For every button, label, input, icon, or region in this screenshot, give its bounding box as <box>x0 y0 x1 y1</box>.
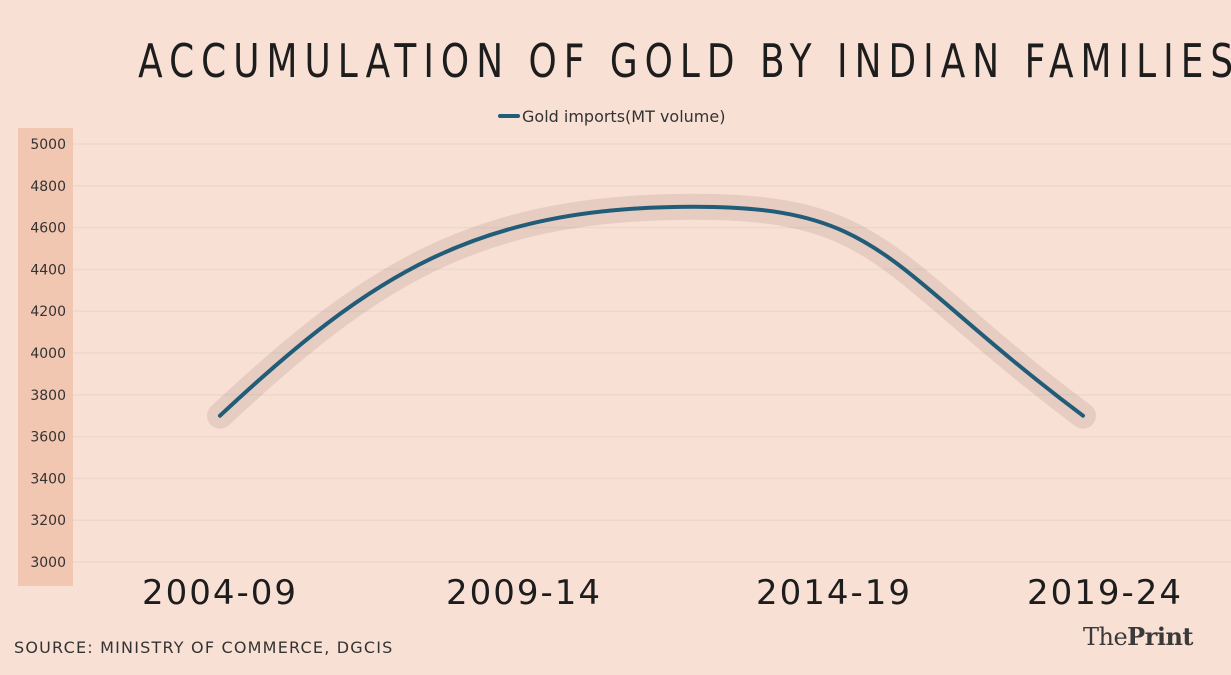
legend-label: Gold imports(MT volume) <box>522 106 726 126</box>
x-tick-label: 2014-19 <box>756 573 912 613</box>
x-tick-label: 2019-24 <box>1027 573 1183 613</box>
brand-logo[interactable]: The Print <box>1082 622 1194 651</box>
y-axis-band <box>18 128 73 586</box>
y-tick-label: 4800 <box>30 179 66 195</box>
brand-the: The <box>1082 623 1128 651</box>
series-line-gold-imports[interactable] <box>218 204 1085 418</box>
chart-title: ACCUMULATION OF GOLD BY INDIAN FAMILIES <box>138 34 1231 88</box>
legend[interactable]: Gold imports(MT volume) <box>498 104 725 128</box>
y-tick-label: 4400 <box>30 262 66 278</box>
y-tick-label: 3000 <box>30 555 66 571</box>
brand-print: Print <box>1127 622 1193 651</box>
y-tick-label: 5000 <box>30 137 66 153</box>
data-point-2004-09[interactable] <box>217 413 223 419</box>
legend-swatch <box>498 114 520 118</box>
x-tick-label: 2004-09 <box>142 573 298 613</box>
y-tick-label: 4600 <box>30 221 66 237</box>
x-tick-label: 2009-14 <box>446 573 602 613</box>
y-tick-label: 4000 <box>30 346 66 362</box>
data-point-2019-24[interactable] <box>1080 413 1086 419</box>
data-point-2009-14[interactable] <box>521 246 527 252</box>
y-tick-label: 3800 <box>30 388 66 404</box>
y-tick-label: 4200 <box>30 304 66 320</box>
y-tick-label: 3600 <box>30 430 66 446</box>
data-point-2014-19[interactable] <box>831 235 837 241</box>
source-note: SOURCE: MINISTRY OF COMMERCE, DGCIS <box>14 638 394 657</box>
y-tick-label: 3200 <box>30 513 66 529</box>
y-tick-label: 3400 <box>30 471 66 487</box>
